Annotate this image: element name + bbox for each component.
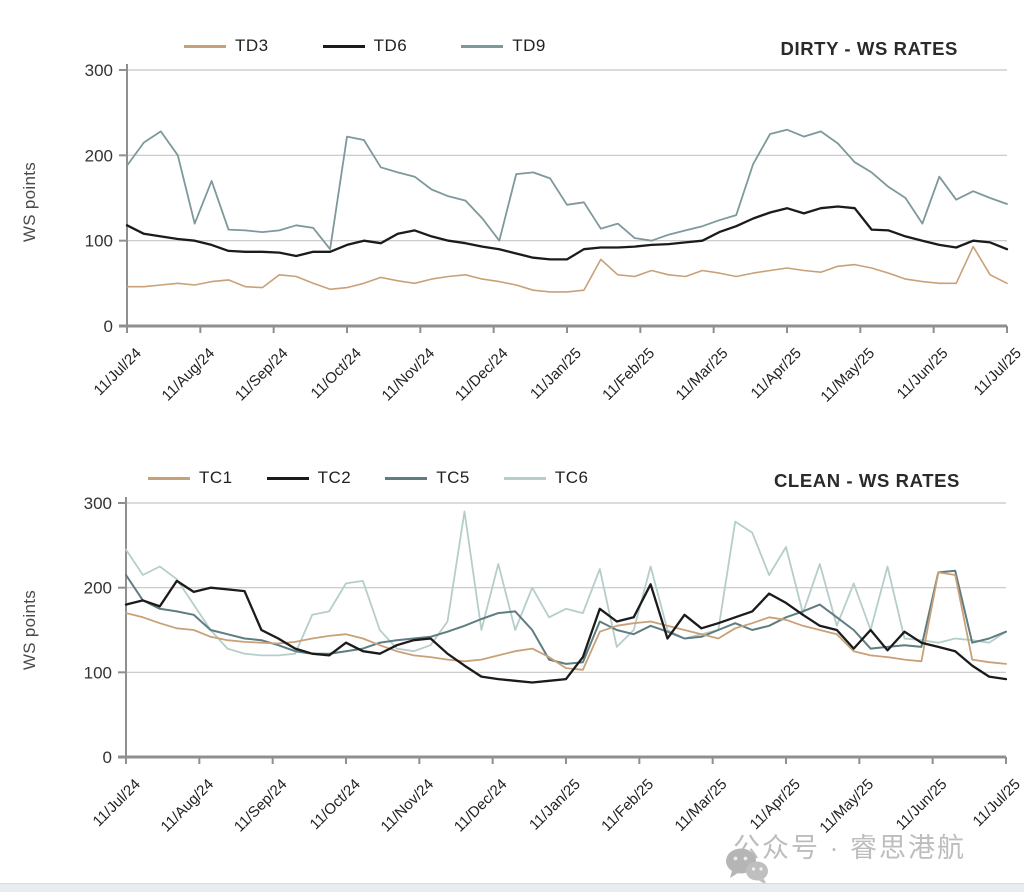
x-tick-label: 11/Feb/25: [599, 345, 658, 404]
x-tick-label: 11/Aug/24: [159, 345, 219, 405]
legend-label-TC1: TC1: [199, 468, 233, 487]
legend-item-TD6: TD6: [322, 36, 408, 56]
x-tick-label: 11/Feb/25: [598, 776, 657, 835]
legend-item-TD9: TD9: [461, 36, 546, 56]
x-tick-label: 11/Sep/24: [231, 776, 291, 836]
clean-y-axis-label: WS points: [20, 589, 39, 671]
x-tick-label: 11/Jan/25: [527, 345, 585, 403]
legend-label-TC5: TC5: [436, 468, 470, 487]
legend-swatch-TD3: [184, 44, 226, 48]
y-tick-label: 300: [84, 494, 112, 513]
y-tick-label: 200: [84, 579, 112, 598]
y-tick-label: 100: [84, 663, 112, 682]
x-tick-label: 11/Sep/24: [232, 345, 292, 405]
x-tick-label: 11/Apr/25: [748, 345, 805, 402]
series-line-TD3: [126, 245, 1008, 293]
series-line-TC1: [125, 571, 1007, 671]
series-line-TD9: [126, 128, 1008, 251]
legend-swatch-TC5: [385, 476, 428, 480]
x-tick-label: 11/Jul/24: [91, 345, 145, 399]
x-tick-label: 11/Oct/24: [308, 345, 365, 402]
legend-label-TC6: TC6: [554, 468, 589, 487]
watermark: 公众号 · 睿思港航: [724, 826, 966, 884]
x-tick-label: 11/Nov/24: [378, 776, 438, 836]
legend-item-TC5: TC5: [385, 468, 470, 488]
clean-chart-canvas: 0 100 200 300 11/Jul/24 11/Aug/24 11/Sep/24 11/…: [84, 494, 1024, 837]
legend-item-TC6: TC6: [503, 468, 589, 488]
x-tick-label: 11/Aug/24: [158, 776, 218, 836]
y-tick-label: 300: [85, 61, 113, 80]
legend-swatch-TC1: [148, 476, 190, 480]
x-tick-label: 11/Jun/25: [893, 776, 951, 834]
x-tick-label: 11/Jun/25: [894, 345, 952, 403]
dirty-legend: TD3 TD6 TD9: [184, 36, 546, 56]
watermark-text: 公众号 · 睿思港航: [733, 833, 966, 863]
legend-swatch-TD9: [461, 44, 504, 48]
dirty-chart-title: DIRTY - WS RATES: [780, 38, 958, 59]
y-tick-label: 0: [103, 748, 112, 767]
legend-item-TC1: TC1: [148, 468, 233, 488]
legend-label-TC2: TC2: [317, 468, 352, 487]
legend-label-TD3: TD3: [235, 36, 269, 55]
x-tick-label: 11/Jul/25: [970, 776, 1024, 830]
legend-label-TD6: TD6: [373, 36, 408, 55]
legend-swatch-TC6: [503, 476, 546, 480]
legend-swatch-TC2: [266, 476, 309, 480]
x-tick-label: 11/Mar/25: [672, 345, 731, 404]
y-tick-label: 100: [85, 232, 113, 251]
x-tick-label: 11/Jul/24: [90, 776, 144, 830]
legend-label-TD9: TD9: [512, 36, 546, 55]
x-tick-label: 11/Oct/24: [307, 776, 364, 833]
x-tick-label: 11/May/25: [817, 345, 878, 406]
series-line-TC6: [125, 510, 1007, 657]
dirty-y-axis-label: WS points: [20, 161, 39, 243]
clean-chart-title: CLEAN - WS RATES: [773, 470, 960, 491]
x-tick-label: 11/Apr/25: [747, 776, 804, 833]
series-line-TD6: [125, 205, 1009, 261]
legend-swatch-TD6: [322, 44, 365, 48]
bottom-strip: [0, 883, 1024, 892]
series-line-TC2: [124, 579, 1008, 684]
y-tick-label: 0: [104, 317, 113, 336]
x-tick-label: 11/Dec/24: [452, 345, 512, 405]
legend-item-TC2: TC2: [266, 468, 352, 488]
x-tick-label: 11/Dec/24: [451, 776, 511, 836]
x-tick-label: 11/Jul/25: [971, 345, 1024, 399]
dirty-chart-canvas: 0 100 200 300 11/Jul/24 11/Aug/24 11/Sep/24 11/…: [85, 61, 1024, 406]
y-tick-label: 200: [85, 146, 113, 165]
legend-item-TD3: TD3: [184, 36, 269, 56]
x-tick-label: 11/Nov/24: [379, 345, 439, 405]
clean-legend: TC1 TC2 TC5 TC6: [148, 468, 589, 488]
x-tick-label: 11/Mar/25: [671, 776, 730, 835]
x-tick-label: 11/Jan/25: [526, 776, 584, 834]
